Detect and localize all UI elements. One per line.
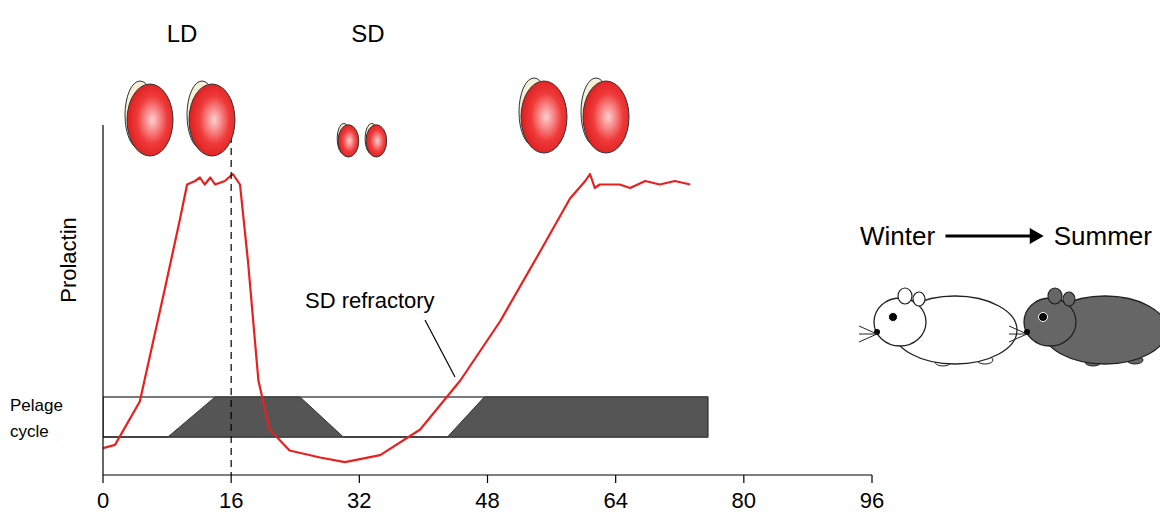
pelage-label-line: Pelage bbox=[10, 396, 63, 415]
testes-icon bbox=[337, 123, 387, 157]
x-tick bbox=[871, 475, 872, 483]
pelage-band bbox=[103, 397, 708, 437]
x-tick bbox=[615, 475, 616, 483]
prolactin-line bbox=[103, 174, 690, 462]
dashed-line bbox=[231, 100, 232, 475]
annotation: SD refractory bbox=[305, 288, 435, 313]
x-tick-label: 0 bbox=[97, 488, 109, 513]
plot-area bbox=[103, 174, 708, 462]
pelage-label-line: cycle bbox=[10, 422, 49, 441]
hamster bbox=[1009, 288, 1160, 366]
x-tick bbox=[743, 475, 744, 483]
x-tick bbox=[359, 475, 360, 483]
transition-from: Winter bbox=[860, 221, 935, 251]
photoperiod-label: LD bbox=[167, 20, 198, 47]
x-tick bbox=[231, 475, 232, 483]
testis bbox=[189, 84, 235, 156]
x-tick-label: 32 bbox=[347, 488, 371, 513]
testis bbox=[583, 81, 629, 153]
pelage-area bbox=[103, 397, 708, 437]
testes-icon bbox=[125, 81, 235, 156]
arrow-head bbox=[1030, 228, 1044, 244]
x-tick-label: 64 bbox=[603, 488, 627, 513]
testis bbox=[338, 125, 359, 157]
x-tick bbox=[102, 475, 103, 483]
chart: 0 16 32 48 64 80 96 Prolactin Pelage cycle LD SD SD … bbox=[0, 0, 1160, 518]
y-axis-title: Prolactin bbox=[56, 217, 81, 303]
arrow bbox=[945, 235, 1035, 238]
x-tick-label: 80 bbox=[732, 488, 756, 513]
hamster bbox=[859, 288, 1017, 366]
x-tick-label: 96 bbox=[860, 488, 884, 513]
testis bbox=[366, 125, 387, 157]
pelage-label: Pelage cycle bbox=[10, 396, 63, 441]
y-axis bbox=[102, 125, 103, 475]
testis bbox=[521, 81, 567, 153]
transition-to: Summer bbox=[1054, 221, 1153, 251]
leader-line bbox=[425, 320, 455, 377]
testis bbox=[127, 84, 173, 156]
x-tick-label: 16 bbox=[219, 488, 243, 513]
photoperiod-label: SD bbox=[351, 20, 384, 47]
x-tick bbox=[487, 475, 488, 483]
testes-icon bbox=[519, 78, 629, 153]
x-tick-label: 48 bbox=[475, 488, 499, 513]
